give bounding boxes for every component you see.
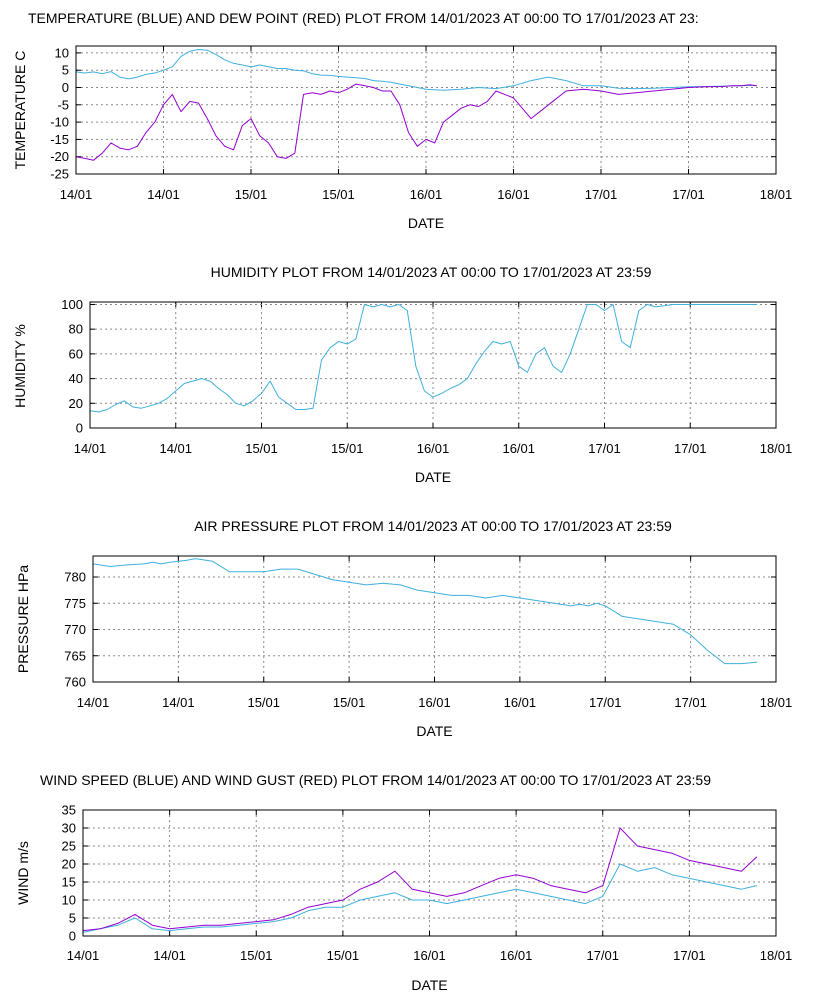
- humidity-x-tick-label: 17/01: [674, 441, 707, 456]
- temperature-x-tick-label: 14/01: [147, 187, 180, 202]
- humidity-plot-area: [90, 302, 776, 428]
- wind-y-tick-label: 15: [62, 875, 76, 890]
- humidity-y-tick-label: 80: [69, 322, 83, 337]
- pressure-x-axis-label: DATE: [416, 723, 452, 739]
- pressure-x-tick-label: 14/01: [162, 695, 195, 710]
- wind-y-axis-label: WIND m/s: [15, 841, 31, 905]
- pressure-x-tick-label: 17/01: [674, 695, 707, 710]
- wind-title: WIND SPEED (BLUE) AND WIND GUST (RED) PL…: [40, 772, 711, 788]
- wind-y-tick-label: 10: [62, 893, 76, 908]
- pressure-x-tick-label: 15/01: [247, 695, 280, 710]
- humidity-x-tick-label: 15/01: [331, 441, 364, 456]
- pressure-x-tick-label: 18/01: [760, 695, 793, 710]
- temperature-y-tick-label: -20: [50, 149, 69, 164]
- wind-x-axis-label: DATE: [411, 977, 447, 993]
- humidity-y-tick-label: 40: [69, 371, 83, 386]
- humidity-frame: [89, 301, 777, 429]
- pressure-x-tick-label: 16/01: [418, 695, 451, 710]
- temperature-x-tick-label: 15/01: [235, 187, 268, 202]
- temperature-x-tick-label: 15/01: [322, 187, 355, 202]
- humidity-x-axis-label: DATE: [415, 469, 451, 485]
- humidity-title: HUMIDITY PLOT FROM 14/01/2023 AT 00:00 T…: [211, 264, 652, 280]
- temperature-y-tick-label: -10: [50, 115, 69, 130]
- pressure-frame: [92, 555, 777, 683]
- humidity-x-tick-label: 16/01: [417, 441, 450, 456]
- pressure-y-axis-label: PRESSURE HPa: [15, 565, 31, 673]
- wind-x-tick-label: 14/01: [153, 948, 186, 963]
- temperature-x-tick-label: 14/01: [60, 187, 93, 202]
- temperature-y-tick-label: -15: [50, 132, 69, 147]
- wind-x-tick-label: 17/01: [586, 948, 619, 963]
- wind-x-tick-label: 17/01: [673, 948, 706, 963]
- humidity-x-tick-label: 17/01: [588, 441, 621, 456]
- wind-chart: WIND SPEED (BLUE) AND WIND GUST (RED) PL…: [15, 772, 792, 993]
- wind-plot-area: [83, 810, 776, 936]
- pressure-y-tick-label: 775: [64, 596, 86, 611]
- temperature-x-tick-label: 17/01: [585, 187, 618, 202]
- humidity-chart: HUMIDITY PLOT FROM 14/01/2023 AT 00:00 T…: [12, 264, 792, 485]
- wind-y-tick-label: 5: [69, 911, 76, 926]
- temperature-y-tick-label: -5: [57, 97, 69, 112]
- pressure-x-tick-label: 15/01: [333, 695, 366, 710]
- temperature-y-axis-label: TEMPERATURE C: [12, 51, 28, 170]
- temperature-frame: [75, 45, 777, 175]
- temperature-y-tick-label: 5: [62, 63, 69, 78]
- temperature-series-blue-line: [75, 49, 757, 91]
- humidity-x-tick-label: 18/01: [760, 441, 793, 456]
- temperature-x-tick-label: 17/01: [672, 187, 705, 202]
- pressure-y-tick-label: 760: [64, 675, 86, 690]
- wind-y-tick-label: 35: [62, 803, 76, 818]
- humidity-y-axis-label: HUMIDITY %: [12, 324, 28, 408]
- wind-x-tick-label: 14/01: [67, 948, 100, 963]
- temperature-x-axis-label: DATE: [408, 215, 444, 231]
- pressure-series-blue-line: [92, 558, 758, 665]
- temperature-y-tick-label: 0: [62, 80, 69, 95]
- temperature-chart: TEMPERATURE (BLUE) AND DEW POINT (RED) P…: [12, 10, 792, 231]
- wind-x-tick-label: 16/01: [413, 948, 446, 963]
- pressure-title: AIR PRESSURE PLOT FROM 14/01/2023 AT 00:…: [194, 518, 672, 534]
- wind-y-tick-label: 0: [69, 929, 76, 944]
- pressure-y-tick-label: 770: [64, 622, 86, 637]
- wind-series-red-line: [82, 827, 758, 932]
- temperature-y-tick-label: 10: [55, 45, 69, 60]
- humidity-x-tick-label: 14/01: [159, 441, 192, 456]
- humidity-x-tick-label: 14/01: [74, 441, 107, 456]
- humidity-x-tick-label: 15/01: [245, 441, 278, 456]
- wind-x-tick-label: 18/01: [760, 948, 793, 963]
- temperature-y-tick-label: -25: [50, 167, 69, 182]
- humidity-y-tick-label: 60: [69, 346, 83, 361]
- humidity-y-tick-label: 100: [61, 297, 83, 312]
- humidity-x-tick-label: 16/01: [502, 441, 535, 456]
- wind-frame: [82, 809, 777, 937]
- pressure-x-tick-label: 16/01: [504, 695, 537, 710]
- pressure-y-tick-label: 765: [64, 648, 86, 663]
- humidity-y-tick-label: 20: [69, 396, 83, 411]
- temperature-x-tick-label: 18/01: [760, 187, 793, 202]
- wind-x-tick-label: 15/01: [327, 948, 360, 963]
- pressure-chart: AIR PRESSURE PLOT FROM 14/01/2023 AT 00:…: [15, 518, 792, 739]
- wind-x-tick-label: 16/01: [500, 948, 533, 963]
- wind-y-tick-label: 25: [62, 839, 76, 854]
- wind-series-blue-line: [82, 863, 758, 933]
- pressure-plot-area: [93, 556, 776, 682]
- wind-x-tick-label: 15/01: [240, 948, 273, 963]
- humidity-y-tick-label: 0: [76, 421, 83, 436]
- pressure-y-tick-label: 780: [64, 570, 86, 585]
- humidity-series-blue-line: [89, 304, 758, 413]
- wind-y-tick-label: 30: [62, 821, 76, 836]
- wind-y-tick-label: 20: [62, 857, 76, 872]
- temperature-x-tick-label: 16/01: [410, 187, 443, 202]
- temperature-plot-area: [76, 46, 776, 174]
- temperature-title: TEMPERATURE (BLUE) AND DEW POINT (RED) P…: [28, 10, 699, 26]
- pressure-x-tick-label: 14/01: [77, 695, 110, 710]
- temperature-series-red-line: [75, 83, 757, 161]
- pressure-x-tick-label: 17/01: [589, 695, 622, 710]
- temperature-x-tick-label: 16/01: [497, 187, 530, 202]
